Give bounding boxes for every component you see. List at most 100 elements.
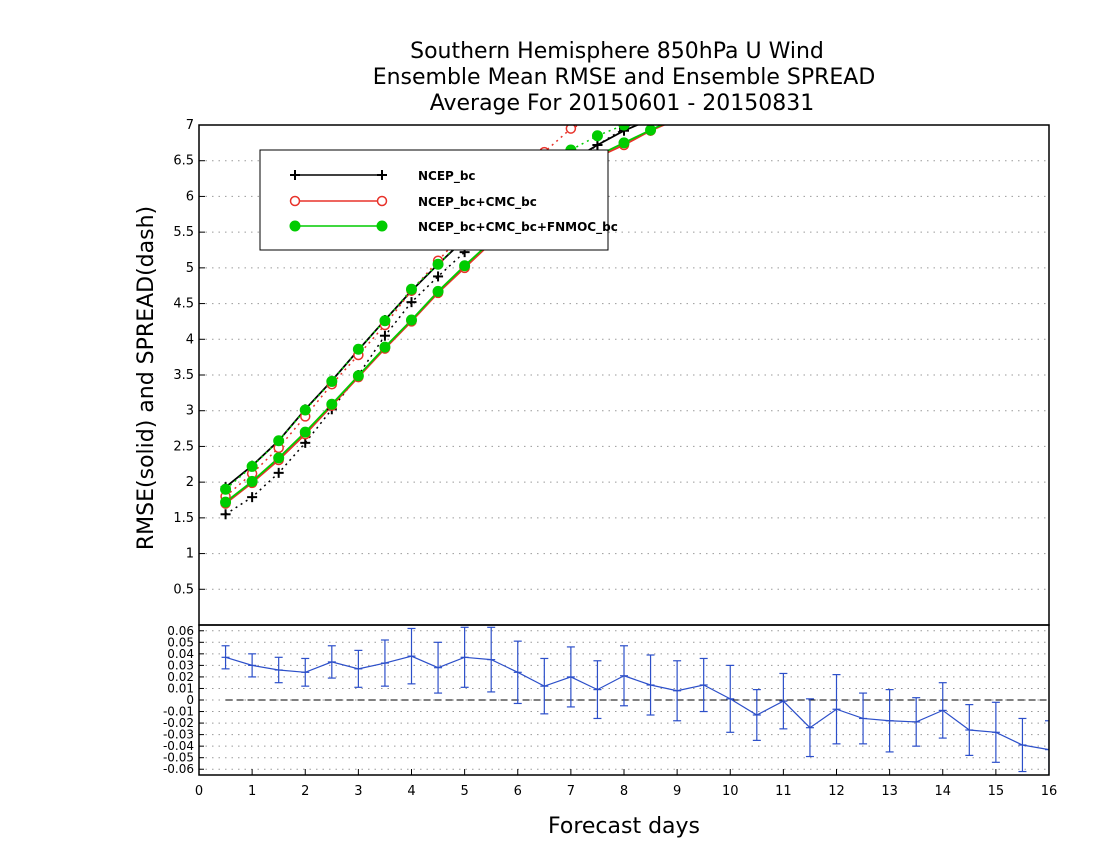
top-y-tick-label: 2: [186, 475, 194, 490]
error-bar: [699, 657, 708, 713]
top-y-tick-label: 1: [186, 547, 194, 562]
bottom-y-tick-label: 0.05: [167, 635, 194, 649]
bottom-y-tick-label: -0.06: [163, 762, 194, 776]
series-2-rmse-point: [220, 496, 232, 508]
title-line-1: Southern Hemisphere 850hPa U Wind: [410, 39, 824, 64]
error-bar: [487, 626, 496, 693]
x-ticks: 0 1 2 3 4 5 6 7 8 9 10 11 12 13 14 15 16: [195, 769, 1057, 799]
series-2-rmse-point: [645, 125, 657, 136]
series-0-spread-point: [220, 509, 231, 520]
bottom-y-tick-label: 0.04: [167, 647, 194, 661]
series-2-rmse-point: [459, 260, 471, 272]
error-bar: [407, 627, 416, 685]
top-y-tick-label: 6: [186, 189, 194, 204]
series-2-spread-point: [246, 460, 258, 472]
x-tick-label: 7: [567, 784, 575, 799]
error-bar: [673, 660, 682, 722]
error-bar: [646, 654, 655, 716]
legend-box: [259, 149, 609, 251]
x-tick-label: 5: [460, 784, 468, 799]
bottom-y-tick-label: 0.06: [167, 624, 194, 638]
x-tick-label: 12: [828, 784, 845, 799]
error-bar: [1045, 720, 1049, 775]
top-y-tick-label: 6.5: [173, 154, 194, 169]
error-bar: [434, 641, 443, 694]
legend-marker: [289, 220, 301, 232]
error-bar: [885, 689, 894, 753]
x-tick-label: 9: [673, 784, 681, 799]
x-tick-label: 15: [988, 784, 1005, 799]
error-bar: [991, 701, 1000, 763]
series-0-spread-point: [273, 467, 284, 478]
bottom-grid: [199, 630, 1049, 770]
top-y-tick-label: 3.5: [173, 368, 194, 383]
series-0-rmse-point: [592, 140, 603, 150]
top-y-tick-label: 3: [186, 404, 194, 419]
series-2-spread-point: [352, 343, 364, 355]
bottom-y-tick-label: -0.02: [163, 716, 194, 730]
error-bar: [566, 646, 575, 708]
bottom-y-tick-label: -0.03: [163, 728, 194, 742]
series-2-rmse-point: [618, 137, 630, 149]
x-tick-label: 1: [248, 784, 256, 799]
bottom-series: [221, 626, 1049, 775]
series-0-spread-line: [225, 125, 633, 515]
x-tick-label: 14: [934, 784, 951, 799]
error-bar: [513, 640, 522, 705]
error-bar: [460, 626, 469, 688]
series-2-rmse-point: [352, 370, 364, 382]
series-2-spread-point: [591, 130, 603, 142]
x-tick-label: 10: [722, 784, 739, 799]
series-2-rmse-point: [432, 285, 444, 297]
error-bar: [1018, 717, 1027, 773]
series-0-spread-point: [433, 271, 444, 282]
legend-marker: [290, 170, 300, 180]
x-tick-label: 11: [775, 784, 792, 799]
series-2-rmse-point: [246, 475, 258, 487]
series-1-rmse-point: [673, 115, 682, 124]
legend-label-ncep: NCEP_bc: [418, 169, 476, 184]
x-tick-label: 6: [514, 784, 522, 799]
x-tick-label: 3: [354, 784, 362, 799]
title-line-2: Ensemble Mean RMSE and Ensemble SPREAD: [373, 65, 876, 90]
series-2-spread-point: [618, 125, 630, 131]
error-bar: [779, 672, 788, 730]
x-axis-title: Forecast days: [548, 814, 700, 839]
top-y-tick-label: 1.5: [173, 511, 194, 526]
error-bar: [380, 639, 389, 687]
error-bar: [938, 682, 947, 739]
bottom-y-tick-label: 0: [186, 693, 194, 707]
y-axis-title: RMSE(solid) and SPREAD(dash): [134, 206, 159, 550]
error-bar: [726, 664, 735, 733]
series-0-spread-point: [247, 492, 258, 503]
top-y-tick-label: 2.5: [173, 439, 194, 454]
legend-item-ncep: NCEP_bc: [290, 169, 476, 184]
bottom-y-ticks: -0.06-0.05-0.04-0.03-0.02-0.0100.010.020…: [163, 624, 204, 776]
legend-item-ncep-cmc-fnmoc: NCEP_bc+CMC_bc+FNMOC_bc: [289, 220, 618, 235]
error-bar: [832, 674, 841, 745]
error-bar: [301, 657, 310, 687]
x-tick-label: 0: [195, 784, 203, 799]
error-bar: [593, 660, 602, 720]
difference-line: [225, 655, 1049, 751]
series-0-spread-point: [406, 297, 417, 308]
series-2-spread-point: [379, 315, 391, 327]
top-y-tick-label: 5.5: [173, 225, 194, 240]
x-tick-label: 8: [620, 784, 628, 799]
error-bar: [540, 657, 549, 715]
x-tick-label: 2: [301, 784, 309, 799]
bottom-plot-frame: [198, 624, 1050, 776]
legend-marker: [289, 195, 301, 207]
series-2-spread-point: [326, 375, 338, 387]
legend: NCEP_bc NCEP_bc+CMC_bc NCEP_bc+CMC_bc+FN…: [259, 149, 618, 251]
top-y-tick-label: 4: [186, 332, 194, 347]
bottom-y-tick-label: 0.01: [167, 681, 194, 695]
error-bar: [248, 653, 257, 678]
error-bar: [912, 697, 921, 747]
series-1-spread-point: [565, 125, 577, 134]
series-2-rmse-point: [379, 341, 391, 353]
top-y-tick-label: 4.5: [173, 297, 194, 312]
series-2-rmse-point: [273, 452, 285, 464]
top-y-ticks: 0.5 1 1.5 2 2.5 3 3.5 4 4.5 5 5.5 6 6.5 7: [173, 118, 205, 597]
